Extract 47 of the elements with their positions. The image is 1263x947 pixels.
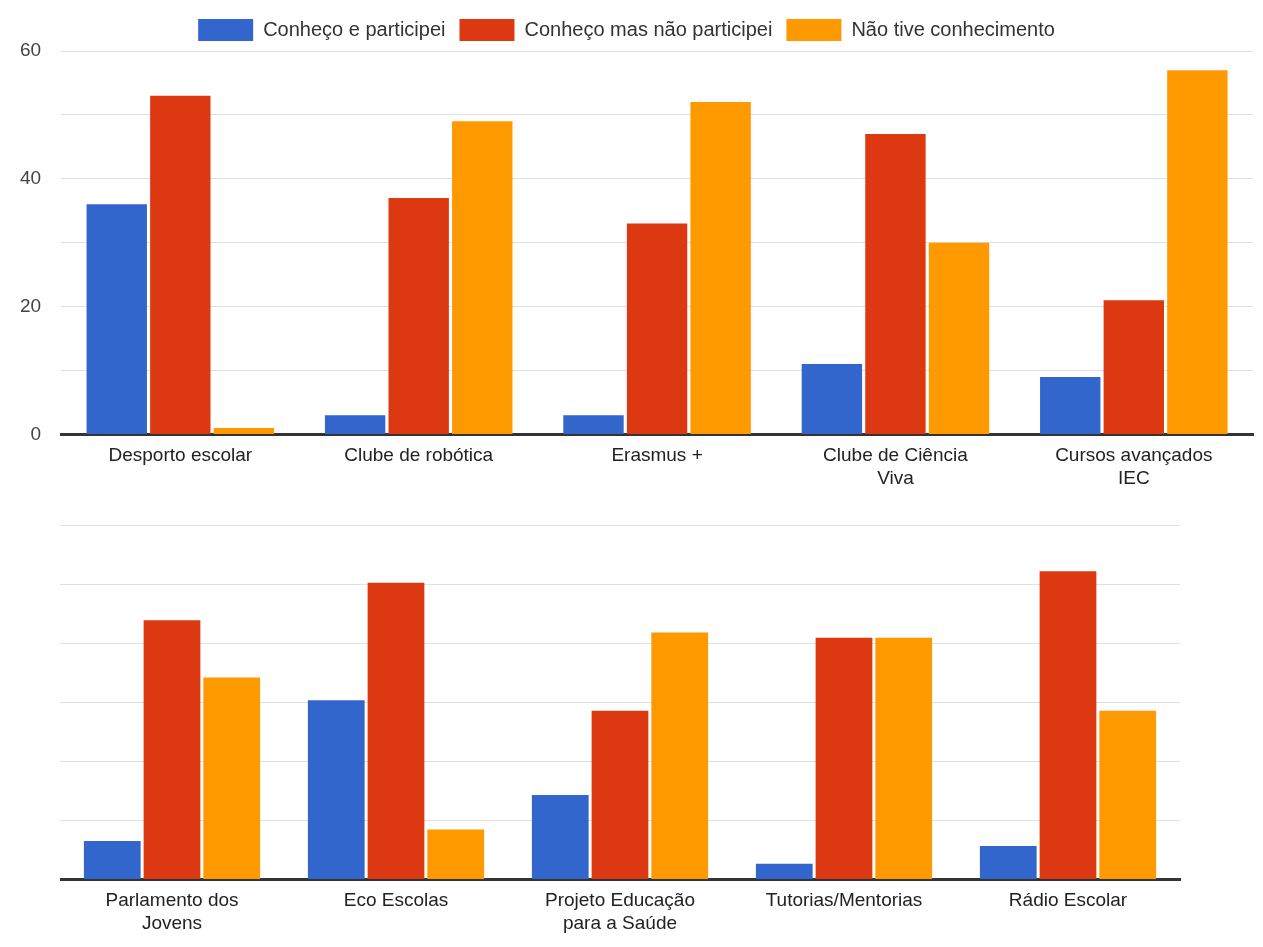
bar (324, 415, 386, 434)
bar (875, 637, 933, 879)
bar (213, 428, 275, 434)
bar (531, 794, 589, 879)
bar (690, 102, 751, 434)
legend-label: Conheço mas não participei (524, 17, 773, 40)
legend-label: Conheço e participei (263, 17, 446, 40)
bar (928, 242, 990, 434)
bar (591, 710, 649, 879)
x-tick-label: Rádio Escolar (1008, 889, 1128, 911)
bar (755, 863, 813, 879)
bar (427, 829, 485, 879)
bar (815, 637, 873, 879)
x-tick-label: Parlamento dos Jovens (105, 889, 239, 933)
bar (1099, 710, 1157, 879)
legend-label: Não tive conhecimento (851, 17, 1055, 40)
bar (143, 620, 201, 879)
bar (203, 677, 261, 879)
bar (1039, 571, 1097, 879)
x-tick-label: Cursos avançados IEC (1055, 444, 1213, 488)
bar (367, 582, 425, 879)
bar (150, 95, 211, 434)
x-tick-label: Erasmus + (611, 444, 703, 466)
bar (563, 415, 624, 434)
x-tick-label: Tutorias/Mentorias (765, 889, 923, 911)
bar (626, 223, 688, 434)
bar (1103, 300, 1165, 434)
bar (452, 121, 513, 434)
bar (651, 632, 709, 879)
bar (865, 134, 926, 434)
bar (86, 204, 147, 434)
x-tick-label: Clube de robótica (344, 444, 494, 466)
bar (1040, 376, 1101, 434)
x-tick-label: Eco Escolas (343, 889, 449, 911)
bar (83, 840, 141, 879)
y-tick-label: 60 (19, 39, 42, 61)
y-tick-label: 0 (30, 422, 42, 444)
bar (801, 364, 863, 434)
y-tick-label: 20 (19, 294, 42, 316)
bar (979, 846, 1037, 879)
x-tick-label: Clube de Ciência Viva (823, 444, 969, 488)
bar (388, 197, 449, 434)
y-tick-label: 40 (19, 167, 42, 189)
bar (307, 700, 365, 879)
x-tick-label: Projeto Educação para a Saúde (545, 889, 695, 933)
x-tick-label: Desporto escolar (108, 444, 253, 466)
bar (1167, 70, 1228, 434)
